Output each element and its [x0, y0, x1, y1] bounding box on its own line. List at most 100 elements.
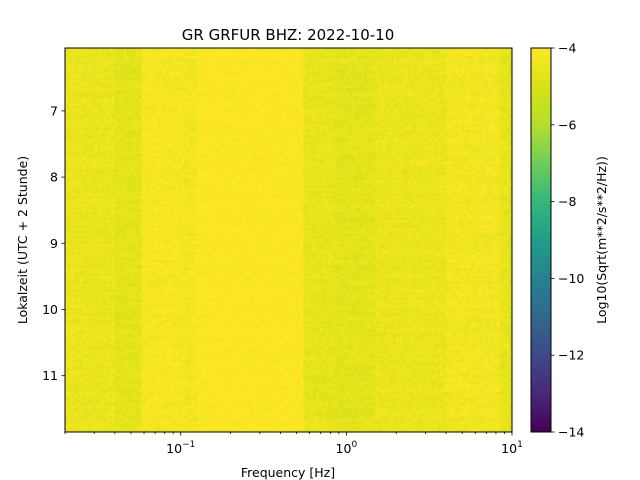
- heatmap-cell: [85, 243, 90, 248]
- heatmap-cell: [88, 299, 92, 303]
- heatmap-cell: [100, 167, 104, 171]
- heatmap-cell: [103, 79, 107, 84]
- heatmap-cell: [73, 312, 78, 317]
- heatmap-cell: [100, 63, 104, 68]
- heatmap-cell: [76, 267, 81, 272]
- heatmap-cell: [108, 278, 113, 282]
- heatmap-cell: [108, 357, 113, 362]
- heatmap-cell: [82, 85, 87, 89]
- heatmap-cell: [70, 204, 75, 208]
- heatmap-cell: [67, 376, 72, 380]
- heatmap-cell: [103, 204, 107, 208]
- heatmap-cell: [79, 167, 84, 171]
- heatmap-cell: [76, 318, 81, 322]
- heatmap-cell: [100, 241, 104, 245]
- heatmap-cell: [108, 294, 113, 298]
- heatmap-cell: [67, 212, 72, 216]
- heatmap-cell: [88, 365, 92, 370]
- heatmap-cell: [73, 225, 78, 229]
- heatmap-cell: [79, 87, 84, 91]
- heatmap-cell: [88, 198, 92, 203]
- heatmap-cell: [85, 249, 90, 253]
- heatmap-cell: [88, 164, 92, 168]
- heatmap-cell: [65, 119, 69, 123]
- heatmap-cell: [76, 164, 81, 168]
- heatmap-cell: [106, 185, 110, 189]
- heatmap-cell: [94, 376, 98, 380]
- heatmap-cell: [106, 262, 110, 266]
- heatmap-cell: [85, 320, 90, 325]
- heatmap-cell: [103, 77, 107, 81]
- heatmap-cell: [82, 315, 87, 319]
- heatmap-cell: [88, 55, 92, 60]
- heatmap-cell: [70, 315, 75, 319]
- heatmap-cell: [73, 286, 78, 290]
- heatmap-cell: [73, 288, 78, 293]
- heatmap-cell: [91, 161, 95, 166]
- heatmap-cell: [91, 167, 95, 171]
- heatmap-cell: [76, 214, 81, 219]
- heatmap-cell: [65, 328, 69, 332]
- heatmap-cell: [106, 230, 110, 234]
- heatmap-cell: [85, 55, 90, 60]
- heatmap-cell: [100, 77, 104, 81]
- heatmap-cell: [88, 262, 92, 266]
- heatmap-cell: [91, 87, 95, 91]
- heatmap-cell: [108, 360, 113, 364]
- heatmap-cell: [91, 283, 95, 287]
- heatmap-cell: [97, 132, 101, 136]
- heatmap-cell: [70, 153, 75, 158]
- heatmap-cell: [103, 357, 107, 362]
- heatmap-cell: [100, 71, 104, 76]
- heatmap-cell: [106, 299, 110, 303]
- heatmap-cell: [106, 365, 110, 370]
- heatmap-cell: [94, 323, 98, 327]
- heatmap-cell: [103, 294, 107, 298]
- heatmap-cell: [106, 328, 110, 332]
- heatmap-cell: [65, 326, 69, 330]
- heatmap-cell: [111, 95, 116, 99]
- heatmap-cell: [103, 55, 107, 60]
- heatmap-cell: [108, 265, 113, 269]
- heatmap-cell: [108, 379, 113, 383]
- heatmap-cell: [94, 236, 98, 240]
- heatmap-cell: [88, 140, 92, 144]
- heatmap-cell: [94, 318, 98, 322]
- heatmap-cell: [70, 151, 75, 155]
- heatmap-cell: [94, 95, 98, 99]
- heatmap-cell: [70, 191, 75, 195]
- heatmap-cell: [73, 214, 78, 219]
- heatmap-cell: [70, 140, 75, 144]
- heatmap-cell: [108, 198, 113, 203]
- heatmap-cell: [79, 61, 84, 65]
- heatmap-cell: [97, 371, 101, 375]
- heatmap-cell: [67, 281, 72, 285]
- heatmap-cell: [76, 262, 81, 266]
- heatmap-cell: [91, 191, 95, 195]
- heatmap-cell: [82, 275, 87, 279]
- heatmap-cell: [91, 294, 95, 298]
- heatmap-cell: [97, 135, 101, 139]
- heatmap-cell: [106, 334, 110, 338]
- heatmap-cell: [82, 251, 87, 256]
- heatmap-cell: [67, 148, 72, 152]
- heatmap-cell: [79, 85, 84, 89]
- heatmap-cell: [111, 188, 116, 192]
- heatmap-cell: [91, 48, 95, 52]
- heatmap-cell: [70, 177, 75, 182]
- heatmap-cell: [103, 222, 107, 227]
- heatmap-cell: [67, 341, 72, 346]
- heatmap-cell: [70, 360, 75, 364]
- heatmap-cell: [111, 204, 116, 208]
- heatmap-cell: [70, 114, 75, 118]
- heatmap-cell: [65, 291, 69, 295]
- heatmap-cell: [73, 267, 78, 272]
- heatmap-cell: [82, 61, 87, 65]
- heatmap-cell: [97, 270, 101, 274]
- heatmap-cell: [85, 238, 90, 242]
- heatmap-cell: [67, 296, 72, 301]
- heatmap-cell: [67, 225, 72, 229]
- heatmap-cell: [73, 270, 78, 274]
- heatmap-cell: [103, 265, 107, 269]
- heatmap-cell: [79, 69, 84, 73]
